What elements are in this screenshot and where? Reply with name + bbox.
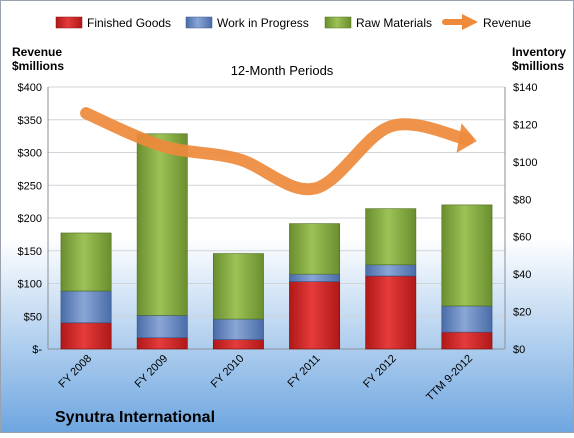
right-tick-label: $20 [513,307,531,319]
right-tick-label: $40 [513,269,531,281]
legend-label-revenue: Revenue [483,16,531,30]
bar-work-in-progress [441,305,493,333]
bar-finished-goods [136,337,188,350]
bar-raw-materials [212,253,264,320]
legend: Finished Goods Work in Progress Raw Mate… [55,14,531,30]
legend-swatch-finished-goods [55,16,83,29]
left-tick-label: $200 [18,213,42,225]
legend-swatch-revenue [442,14,478,30]
left-axis-label-line1: Revenue [12,45,62,59]
bar-work-in-progress [136,315,188,339]
left-tick-label: $150 [18,246,42,258]
left-tick-label: $100 [18,279,42,291]
right-axis-label-line1: Inventory [512,45,566,59]
legend-label-raw-materials: Raw Materials [356,16,432,30]
left-tick-label: $250 [18,180,42,192]
legend-label-finished-goods: Finished Goods [87,16,171,30]
left-tick-label: $400 [18,82,42,94]
bar-finished-goods [365,275,417,350]
right-tick-label: $140 [513,82,537,94]
bar-finished-goods [289,281,341,350]
bar-finished-goods [60,322,112,350]
bar-work-in-progress [60,290,112,324]
left-tick-label: $300 [18,148,42,160]
bar-raw-materials [441,204,493,307]
company-name: Synutra International [55,409,215,426]
right-tick-label: $100 [513,157,537,169]
bar-work-in-progress [365,264,417,277]
right-tick-label: $80 [513,194,531,206]
bar-finished-goods [441,331,493,350]
bar-work-in-progress [289,273,341,282]
revenue-arrowhead [456,123,477,153]
chart-title: 12-Month Periods [231,63,334,78]
bar-raw-materials [136,133,188,316]
bar-raw-materials [289,223,341,275]
legend-swatch-work-in-progress [185,16,213,29]
right-axis-label-line2: $millions [512,59,564,73]
bar-work-in-progress [212,318,264,340]
legend-swatch-raw-materials [324,16,352,29]
bar-raw-materials [365,208,417,266]
left-tick-label: $50 [24,311,42,323]
left-axis-label-line2: $millions [12,59,64,73]
left-tick-label: $- [32,344,42,356]
left-tick-label: $350 [18,115,42,127]
legend-label-work-in-progress: Work in Progress [217,16,309,30]
right-tick-label: $120 [513,119,537,131]
right-tick-label: $0 [513,344,525,356]
bar-finished-goods [212,339,264,350]
bar-raw-materials [60,232,112,292]
right-tick-label: $60 [513,232,531,244]
revenue-line [80,107,473,196]
